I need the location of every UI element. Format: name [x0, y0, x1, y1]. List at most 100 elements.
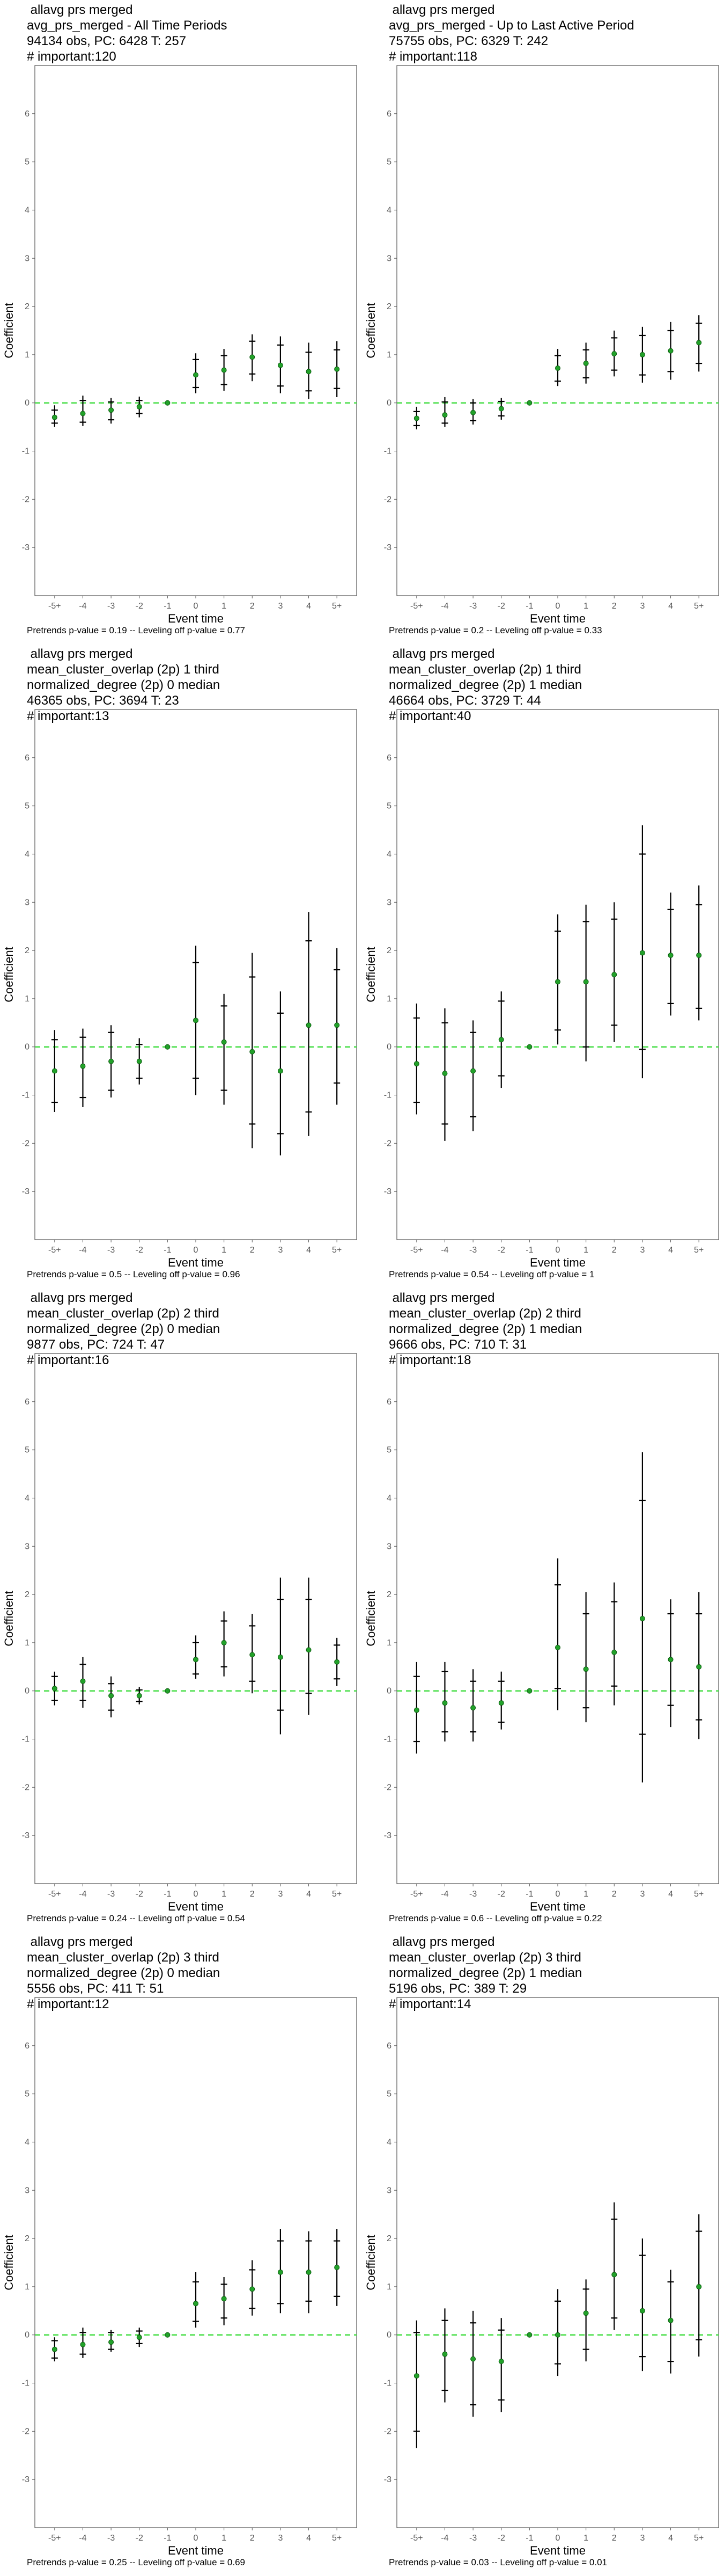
y-axis-title: Coefficient — [364, 1591, 378, 1646]
x-axis-title: Event time — [530, 2544, 586, 2557]
x-tick-label: 0 — [194, 1246, 198, 1255]
y-tick-label: 5 — [387, 1446, 391, 1455]
event-study-panel: -3 -2 -1 0 1 2 3 4 5 6 -5+ -4 -3 -2 -1 0 1 2 3 4 5+ Event tim… — [362, 0, 724, 644]
y-tick-label: 2 — [387, 1590, 391, 1599]
plot-frame — [396, 1997, 719, 2528]
x-tick-label: 1 — [583, 1246, 588, 1255]
event-study-chart: -3 -2 -1 0 1 2 3 4 5 6 -5+ -4 -3 -2 -1 0 1 2 3 4 5+ Event tim… — [2, 709, 357, 1269]
coefficient-point — [51, 1686, 57, 1692]
coefficient-point — [108, 1693, 114, 1699]
x-tick-label: -4 — [441, 2534, 448, 2543]
x-tick-label: -1 — [526, 1246, 533, 1255]
y-tick-label: 1 — [387, 994, 391, 1004]
y-tick-label: -2 — [22, 495, 29, 504]
x-tick-label: 2 — [612, 1890, 617, 1899]
coefficient-point — [221, 1640, 227, 1645]
coefficient-point — [193, 1018, 198, 1023]
x-tick-label: 3 — [640, 602, 645, 611]
y-tick-label: 3 — [387, 254, 391, 263]
p-value-footnote: Pretrends p-value = 0.5 -- Leveling off … — [27, 1269, 240, 1279]
x-tick-label: 0 — [556, 602, 560, 611]
coefficient-point — [136, 1058, 142, 1064]
coefficient-point — [527, 1688, 533, 1694]
coefficient-point — [136, 404, 142, 409]
coefficient-point — [80, 2341, 86, 2347]
y-tick-label: -3 — [22, 1187, 29, 1196]
y-tick-label: 0 — [387, 399, 391, 408]
coefficient-point — [442, 1700, 448, 1706]
y-tick-label: 4 — [25, 206, 29, 215]
x-tick-label: 2 — [250, 1890, 255, 1899]
coefficient-point — [583, 1666, 589, 1672]
x-tick-label: 4 — [306, 1246, 311, 1255]
y-tick-label: 6 — [25, 1397, 29, 1407]
y-tick-label: 3 — [25, 898, 29, 907]
coefficient-point — [277, 362, 283, 368]
x-tick-label: 1 — [221, 602, 226, 611]
p-value-footnote: Pretrends p-value = 0.2 -- Leveling off … — [389, 625, 602, 635]
coefficient-point — [583, 2310, 589, 2316]
y-tick-label: 2 — [25, 2234, 29, 2243]
y-tick-label: 6 — [387, 753, 391, 763]
event-study-panel: -3 -2 -1 0 1 2 3 4 5 6 -5+ -4 -3 -2 -1 0 1 2 3 4 5+ Event tim… — [0, 644, 362, 1288]
coefficient-point — [221, 1039, 227, 1045]
y-tick-label: -3 — [384, 1187, 391, 1196]
x-axis-title: Event time — [530, 1900, 586, 1913]
x-tick-label: 4 — [306, 1890, 311, 1899]
y-tick-label: 2 — [25, 1590, 29, 1599]
coefficient-point — [277, 1068, 283, 1074]
y-tick-label: 1 — [25, 350, 29, 360]
panel-title: allavg prs merged mean_cluster_overlap (… — [389, 1935, 582, 2011]
p-value-footnote: Pretrends p-value = 0.03 -- Leveling off… — [389, 2557, 607, 2567]
coefficient-point — [413, 1707, 419, 1713]
y-tick-label: 6 — [387, 2041, 391, 2051]
coefficient-point — [583, 361, 589, 367]
panel-title: allavg prs merged avg_prs_merged - All T… — [27, 3, 227, 64]
y-tick-label: 0 — [25, 1043, 29, 1052]
y-tick-label: 0 — [387, 1687, 391, 1696]
x-tick-label: -1 — [526, 602, 533, 611]
coefficient-point — [527, 2332, 533, 2338]
coefficient-point — [611, 2272, 617, 2278]
coefficient-point — [136, 2334, 142, 2340]
y-tick-label: 1 — [25, 994, 29, 1004]
x-tick-label: -3 — [469, 602, 477, 611]
y-tick-label: 0 — [25, 2331, 29, 2340]
x-axis-title: Event time — [168, 1900, 224, 1913]
x-tick-label: -3 — [107, 1246, 115, 1255]
coefficient-point — [306, 1022, 312, 1028]
coefficient-point — [696, 953, 702, 958]
y-tick-label: 3 — [387, 2186, 391, 2195]
panel-title: allavg prs merged avg_prs_merged - Up to… — [389, 3, 634, 64]
x-tick-label: -4 — [441, 602, 448, 611]
y-axis-title: Coefficient — [364, 947, 378, 1002]
x-tick-label: -3 — [107, 2534, 115, 2543]
x-tick-label: -5+ — [48, 2534, 61, 2543]
y-tick-label: -2 — [384, 1783, 391, 1792]
x-tick-label: -4 — [79, 1246, 86, 1255]
event-study-chart: -3 -2 -1 0 1 2 3 4 5 6 -5+ -4 -3 -2 -1 0 1 2 3 4 5+ Event tim… — [364, 1353, 719, 1913]
x-tick-label: -5+ — [48, 602, 61, 611]
x-tick-label: -4 — [441, 1890, 448, 1899]
x-axis-title: Event time — [168, 2544, 224, 2557]
coefficient-point — [221, 367, 227, 373]
coefficient-point — [108, 2339, 114, 2345]
coefficient-point — [413, 1061, 419, 1067]
x-tick-label: -1 — [164, 602, 171, 611]
x-tick-label: -2 — [136, 1890, 143, 1899]
x-tick-label: -2 — [136, 1246, 143, 1255]
event-study-panel: -3 -2 -1 0 1 2 3 4 5 6 -5+ -4 -3 -2 -1 0 1 2 3 4 5+ Event tim… — [362, 1932, 724, 2576]
coefficient-point — [165, 2332, 171, 2338]
coefficient-point — [249, 2286, 255, 2292]
x-axis-title: Event time — [530, 1256, 586, 1269]
p-value-footnote: Pretrends p-value = 0.25 -- Leveling off… — [27, 2557, 245, 2567]
x-tick-label: 2 — [250, 602, 255, 611]
x-tick-label: 2 — [612, 2534, 617, 2543]
coefficient-point — [696, 2284, 702, 2289]
x-axis-title: Event time — [168, 1256, 224, 1269]
x-tick-label: 3 — [278, 1890, 283, 1899]
x-tick-label: -4 — [441, 1246, 448, 1255]
y-tick-label: -1 — [384, 1735, 391, 1744]
coefficient-point — [165, 400, 171, 406]
y-axis-title: Coefficient — [2, 2235, 16, 2290]
